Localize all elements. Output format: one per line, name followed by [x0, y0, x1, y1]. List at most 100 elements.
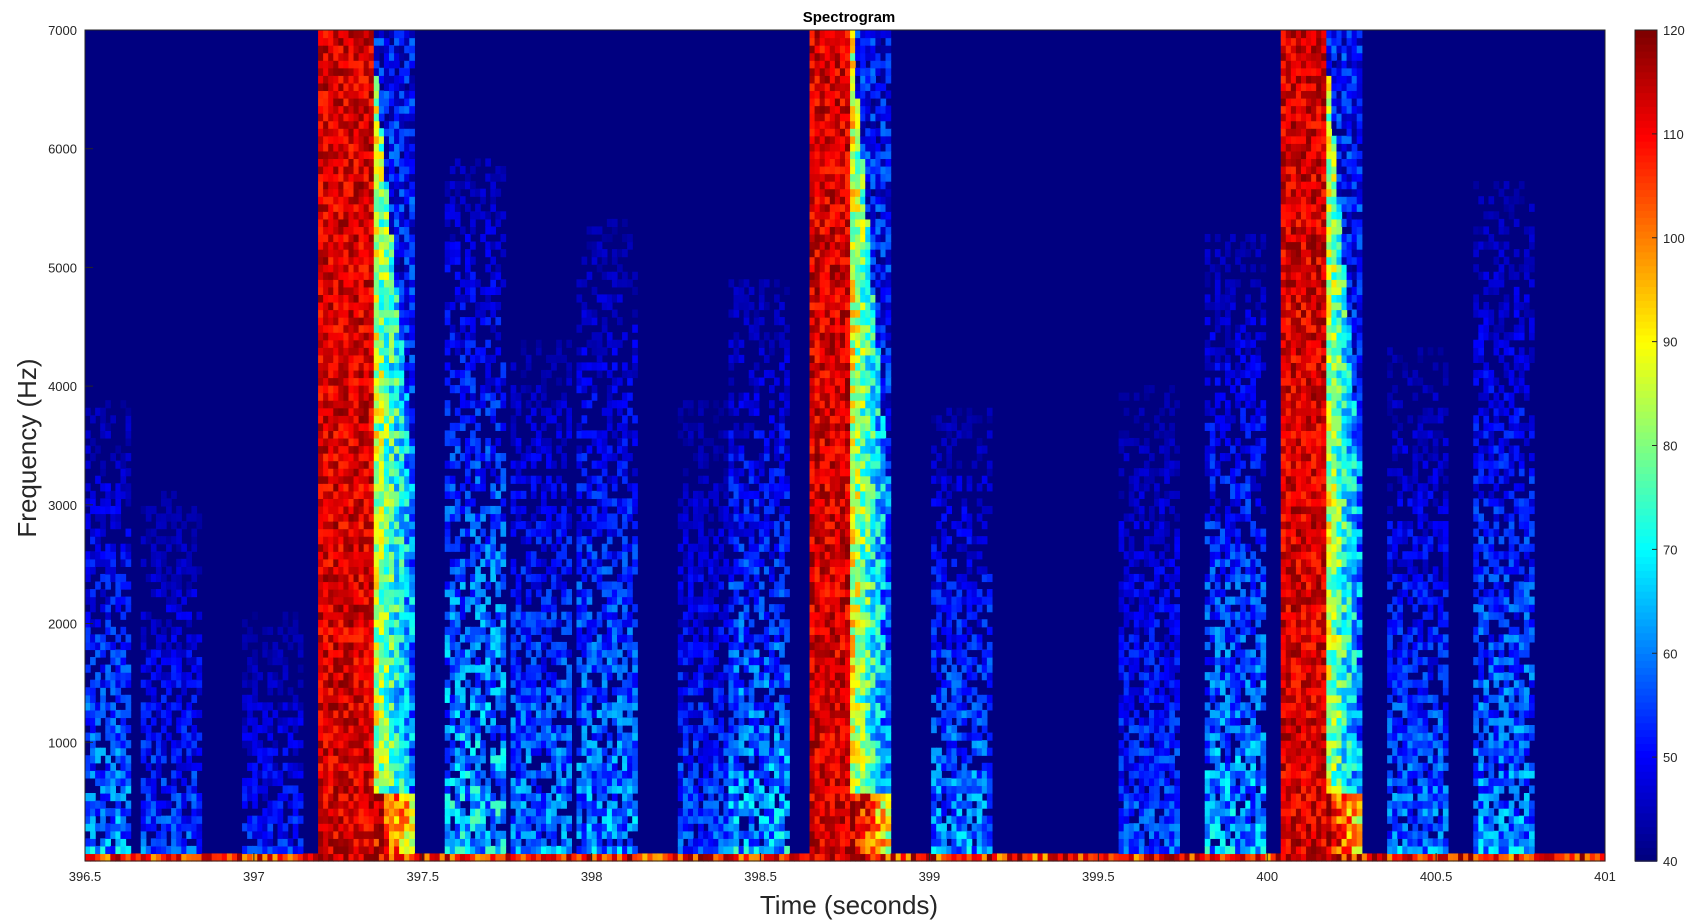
- spectrogram-cell: [378, 196, 385, 205]
- spectrogram-cell: [505, 853, 512, 862]
- spectrogram-cell: [399, 445, 405, 454]
- spectrogram-cell: [358, 740, 365, 749]
- spectrogram-cell: [353, 732, 360, 741]
- spectrogram-cell: [611, 249, 618, 258]
- spectrogram-cell: [389, 793, 395, 802]
- spectrogram-cell: [125, 853, 132, 862]
- spectrogram-cell: [383, 657, 390, 666]
- spectrogram-cell: [328, 694, 334, 703]
- spectrogram-cell: [399, 113, 405, 122]
- spectrogram-cell: [161, 521, 167, 530]
- spectrogram-cell: [561, 566, 567, 575]
- spectrogram-cell: [368, 181, 375, 190]
- spectrogram-cell: [328, 385, 334, 394]
- spectrogram-cell: [485, 725, 491, 734]
- spectrogram-cell: [399, 808, 405, 817]
- spectrogram-cell: [328, 332, 334, 341]
- spectrogram-cell: [444, 339, 451, 348]
- spectrogram-cell: [333, 702, 339, 711]
- spectrogram-cell: [323, 747, 329, 756]
- spectrogram-cell: [454, 369, 461, 379]
- spectrogram-cell: [591, 657, 598, 666]
- spectrogram-cell: [363, 694, 370, 703]
- spectrogram-cell: [358, 82, 365, 92]
- spectrogram-cell: [323, 135, 329, 144]
- spectrogram-cell: [373, 37, 380, 46]
- spectrogram-cell: [348, 566, 355, 575]
- spectrogram-cell: [191, 740, 198, 749]
- spectrogram-cell: [328, 196, 334, 205]
- spectrogram-cell: [596, 475, 603, 484]
- spectrogram-cell: [176, 581, 182, 590]
- spectrogram-cell: [171, 815, 177, 824]
- spectrogram-cell: [394, 490, 400, 499]
- spectrogram-cell: [358, 60, 365, 69]
- spectrogram-cell: [353, 762, 360, 771]
- spectrogram-cell: [606, 611, 613, 620]
- spectrogram-cell: [394, 286, 400, 295]
- spectrogram-cell: [378, 528, 385, 537]
- spectrogram-cell: [622, 218, 628, 228]
- spectrogram-cell: [465, 785, 471, 794]
- spectrogram-cell: [115, 581, 122, 590]
- spectrogram-cell: [318, 641, 324, 651]
- spectrogram-cell: [140, 815, 147, 824]
- spectrogram-cell: [541, 740, 547, 749]
- spectrogram-cell: [459, 687, 466, 696]
- spectrogram-cell: [105, 422, 111, 431]
- spectrogram-cell: [130, 853, 137, 862]
- spectrogram-cell: [495, 800, 502, 809]
- spectrogram-cell: [617, 377, 623, 386]
- spectrogram-cell: [404, 740, 410, 749]
- spectrogram-cell: [546, 415, 552, 424]
- spectrogram-cell: [389, 211, 395, 220]
- spectrogram-cell: [485, 362, 491, 371]
- spectrogram-cell: [535, 558, 542, 567]
- spectrogram-cell: [591, 249, 598, 258]
- spectrogram-cell: [348, 543, 355, 552]
- spectrogram-cell: [682, 853, 689, 862]
- spectrogram-cell: [358, 30, 365, 39]
- spectrogram-cell: [191, 808, 198, 817]
- spectrogram-cell: [556, 521, 562, 530]
- spectrogram-cell: [581, 317, 588, 326]
- spectrogram-cell: [454, 294, 461, 303]
- spectrogram-cell: [399, 717, 405, 726]
- spectrogram-cell: [358, 717, 365, 726]
- spectrogram-cell: [171, 740, 177, 749]
- spectrogram-cell: [191, 528, 198, 537]
- spectrogram-cell: [632, 657, 638, 666]
- spectrogram-cell: [394, 634, 400, 643]
- spectrogram-cell: [627, 845, 633, 855]
- spectrogram-cell: [404, 332, 410, 341]
- spectrogram-cell: [556, 347, 562, 356]
- spectrogram-cell: [632, 604, 638, 613]
- spectrogram-cell: [454, 422, 461, 431]
- spectrogram-cell: [161, 853, 167, 862]
- spectrogram-cell: [404, 490, 410, 499]
- spectrogram-cell: [343, 301, 350, 311]
- spectrogram-cell: [475, 777, 481, 787]
- spectrogram-cell: [459, 453, 466, 462]
- spectrogram-cell: [500, 770, 507, 779]
- spectrogram-cell: [677, 823, 684, 832]
- spectrogram-cell: [459, 385, 466, 394]
- spectrogram-cell: [373, 845, 380, 855]
- spectrogram-cell: [510, 460, 517, 469]
- spectrogram-cell: [373, 498, 380, 507]
- spectrogram-cell: [323, 664, 329, 673]
- spectrogram-cell: [606, 770, 613, 779]
- spectrogram-cell: [368, 793, 375, 802]
- spectrogram-cell: [627, 596, 633, 605]
- spectrogram-cell: [373, 286, 380, 295]
- spectrogram-cell: [110, 808, 116, 817]
- spectrogram-cell: [358, 415, 365, 424]
- spectrogram-cell: [606, 604, 613, 613]
- spectrogram-cell: [120, 732, 127, 741]
- spectrogram-cell: [292, 762, 299, 771]
- spectrogram-cell: [409, 483, 415, 492]
- spectrogram-cell: [191, 762, 198, 771]
- spectrogram-cell: [338, 845, 344, 855]
- spectrogram-cell: [272, 709, 279, 719]
- spectrogram-cell: [470, 596, 476, 605]
